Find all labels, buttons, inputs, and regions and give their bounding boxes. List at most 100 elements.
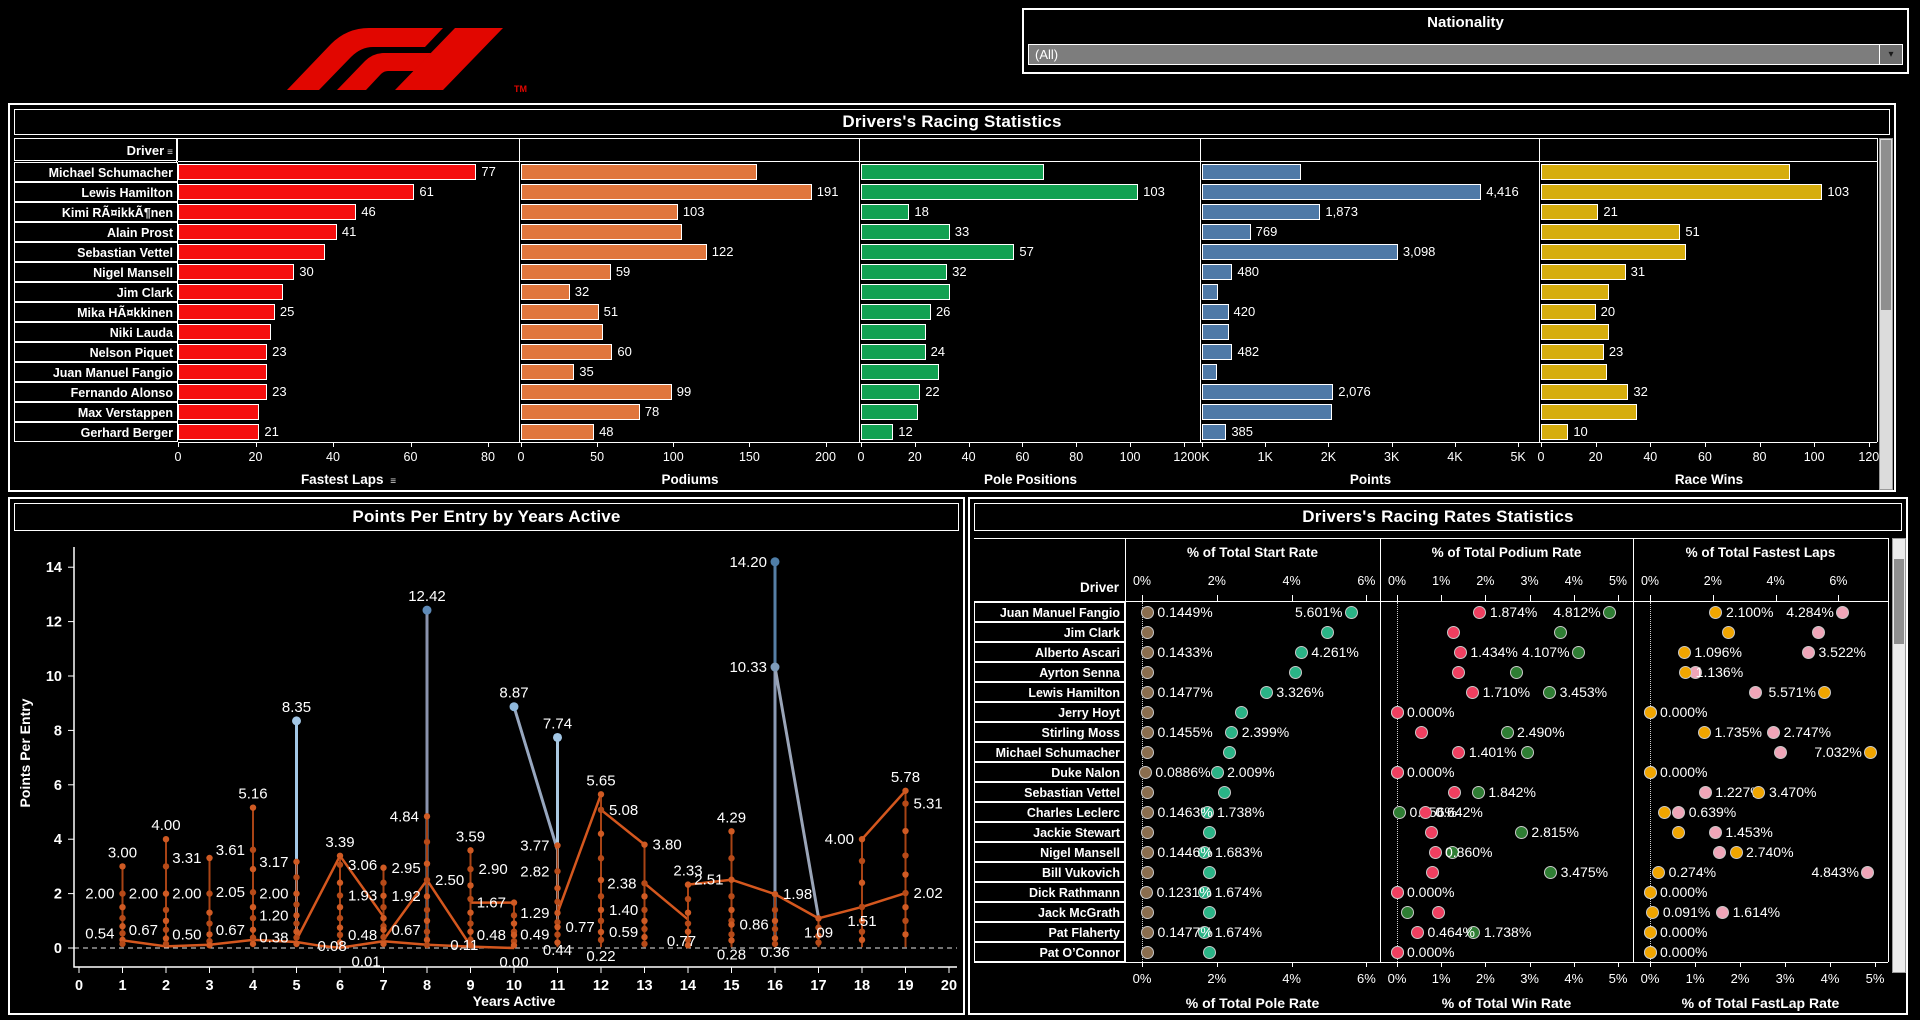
- scatter-dot-st[interactable]: [1140, 905, 1154, 919]
- scatter-dot-fr[interactable]: [1708, 825, 1722, 839]
- data-point[interactable]: [510, 912, 518, 919]
- data-point[interactable]: [902, 787, 909, 794]
- data-point[interactable]: [119, 930, 126, 937]
- data-point[interactable]: [380, 914, 387, 922]
- data-point[interactable]: [641, 940, 648, 948]
- driver-cell[interactable]: Juan Manuel Fangio: [974, 602, 1125, 622]
- bar-podiums[interactable]: [521, 204, 678, 220]
- scrollbar-thumb[interactable]: [1894, 559, 1904, 644]
- driver-cell[interactable]: Niki Lauda: [14, 322, 178, 342]
- data-point[interactable]: [467, 936, 474, 944]
- bar-wins[interactable]: [1541, 204, 1599, 220]
- bar-fastest_laps[interactable]: [178, 204, 357, 220]
- scatter-dot-st[interactable]: [1140, 785, 1154, 799]
- data-point[interactable]: [206, 931, 213, 938]
- data-point[interactable]: [206, 909, 213, 916]
- scatter-dot-st[interactable]: [1141, 925, 1155, 939]
- driver-cell[interactable]: Nigel Mansell: [974, 842, 1125, 862]
- data-point[interactable]: [771, 940, 779, 948]
- scatter-dot-fl[interactable]: [1657, 805, 1671, 819]
- bar-wins[interactable]: [1541, 384, 1629, 400]
- scatter-dot-fr[interactable]: [1774, 745, 1787, 759]
- bar-wins[interactable]: [1541, 404, 1637, 420]
- data-point[interactable]: [597, 830, 605, 837]
- data-point[interactable]: [423, 860, 431, 867]
- scatter-dot-wr[interactable]: [1500, 725, 1514, 739]
- scatter-dot-fr[interactable]: [1767, 725, 1781, 739]
- data-point[interactable]: [684, 920, 692, 927]
- scatter-dot-pr[interactable]: [1202, 825, 1216, 839]
- data-point[interactable]: [510, 931, 518, 939]
- data-point[interactable]: [597, 893, 605, 900]
- data-point[interactable]: [728, 937, 735, 944]
- bar-fastest_laps[interactable]: [178, 164, 477, 180]
- data-point[interactable]: [336, 904, 344, 911]
- data-point[interactable]: [728, 828, 735, 835]
- driver-column-header[interactable]: Driver ≡: [14, 138, 178, 161]
- data-point[interactable]: [684, 928, 692, 935]
- data-point[interactable]: [597, 936, 605, 944]
- scatter-dot-pd[interactable]: [1466, 685, 1480, 699]
- data-point[interactable]: [249, 926, 257, 933]
- bar-poles[interactable]: [861, 304, 931, 320]
- data-point[interactable]: [771, 925, 779, 933]
- bar-wins[interactable]: [1541, 184, 1823, 200]
- bar-wins[interactable]: [1541, 344, 1604, 360]
- scatter-dot-pr[interactable]: [1223, 745, 1237, 759]
- data-point[interactable]: [771, 935, 779, 942]
- bar-fastest_laps[interactable]: [178, 364, 268, 380]
- data-point[interactable]: [380, 892, 387, 899]
- data-point[interactable]: [597, 906, 605, 914]
- data-point[interactable]: [206, 854, 213, 862]
- data-point[interactable]: [336, 852, 344, 859]
- data-point[interactable]: [380, 933, 387, 941]
- scatter-dot-fl[interactable]: [1709, 605, 1723, 619]
- bar-podiums[interactable]: [521, 384, 672, 400]
- bar-points[interactable]: [1202, 404, 1332, 420]
- driver-cell[interactable]: Michael Schumacher: [14, 162, 178, 182]
- data-point[interactable]: [249, 889, 257, 896]
- sort-icon[interactable]: ≡: [390, 476, 397, 487]
- data-point[interactable]: [728, 855, 735, 862]
- data-point[interactable]: [728, 931, 735, 938]
- scatter-dot-pr[interactable]: [1225, 725, 1239, 739]
- driver-cell[interactable]: Fernando Alonso: [14, 382, 178, 402]
- driver-cell[interactable]: Sebastian Vettel: [14, 242, 178, 262]
- bar-poles[interactable]: [861, 204, 910, 220]
- data-point[interactable]: [162, 863, 170, 870]
- data-point[interactable]: [119, 940, 126, 948]
- bar-poles[interactable]: [861, 264, 948, 280]
- data-point[interactable]: [902, 917, 909, 924]
- scatter-dot-fr[interactable]: [1812, 625, 1826, 639]
- data-point[interactable]: [554, 842, 561, 849]
- data-point[interactable]: [249, 865, 257, 873]
- scatter-dot-pd[interactable]: [1447, 625, 1461, 639]
- scatter-dot-pd[interactable]: [1447, 785, 1461, 799]
- scatter-dot-pd[interactable]: [1411, 925, 1424, 939]
- data-point[interactable]: [380, 904, 387, 911]
- scatter-dot-fl[interactable]: [1864, 745, 1878, 759]
- data-point[interactable]: [597, 876, 605, 884]
- driver-cell[interactable]: Lewis Hamilton: [974, 682, 1125, 702]
- scatter-dot-pd[interactable]: [1453, 645, 1467, 659]
- scatter-dot-pd[interactable]: [1390, 705, 1404, 719]
- data-point[interactable]: [771, 906, 779, 914]
- data-point[interactable]: [119, 923, 126, 930]
- scatter-dot-wr[interactable]: [1543, 685, 1557, 699]
- data-point[interactable]: [293, 920, 300, 927]
- bar-fastest_laps[interactable]: [178, 224, 337, 240]
- data-point[interactable]: [293, 928, 300, 935]
- scatter-dot-pd[interactable]: [1432, 905, 1446, 919]
- bar-fastest_laps[interactable]: [178, 244, 326, 260]
- scatter-dot-fl[interactable]: [1643, 945, 1657, 959]
- driver-cell[interactable]: Sebastian Vettel: [974, 782, 1125, 802]
- bar-wins[interactable]: [1541, 324, 1610, 340]
- bar-fastest_laps[interactable]: [178, 424, 260, 440]
- blue-data-point[interactable]: [422, 605, 432, 615]
- data-point[interactable]: [293, 901, 300, 908]
- driver-cell[interactable]: Jim Clark: [974, 622, 1125, 642]
- bar-points[interactable]: [1202, 424, 1227, 440]
- scatter-dot-pr[interactable]: [1217, 785, 1231, 799]
- bar-podiums[interactable]: [521, 284, 570, 300]
- data-point[interactable]: [641, 925, 648, 933]
